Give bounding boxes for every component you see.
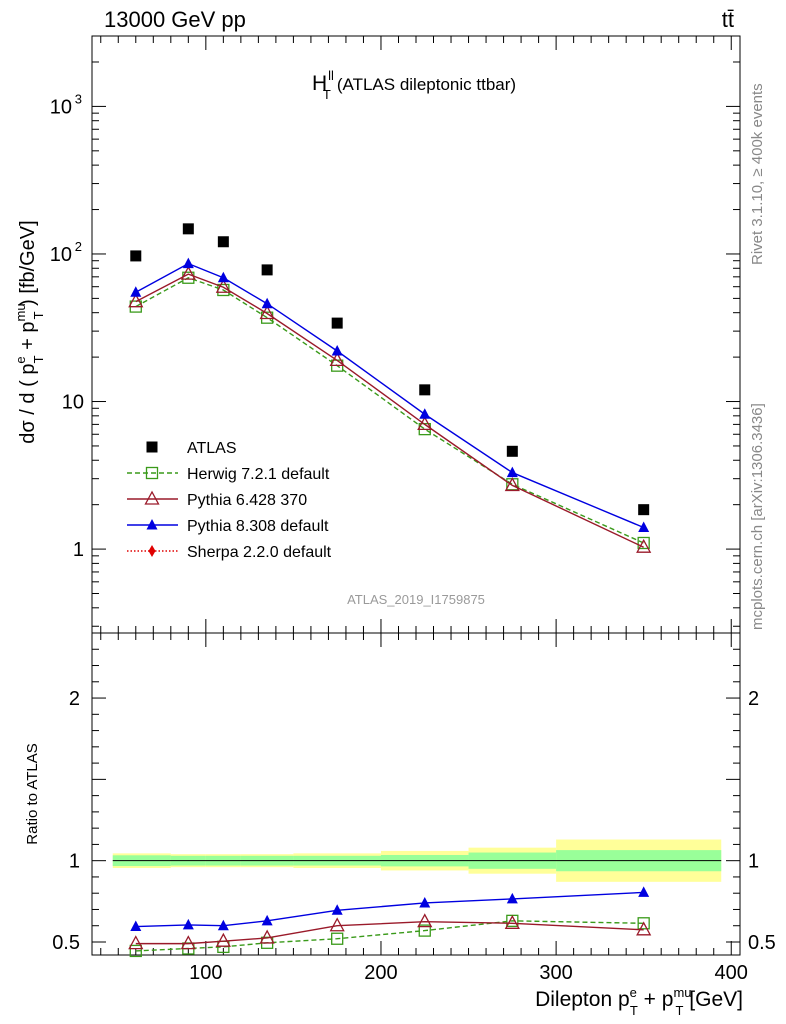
ratio-y-tick-label: 1 [69, 851, 80, 873]
x-tick-label: 400 [715, 962, 748, 984]
legend-label: ATLAS [187, 440, 237, 457]
x-axis-label: Dilepton pe T + pmu T [GeV] [535, 985, 743, 1018]
main-point-1 [637, 536, 650, 550]
main-y-tick-label: 1 [73, 539, 84, 561]
ratio-point-1 [329, 917, 345, 932]
main-y-tick-label: 10 [50, 96, 72, 118]
x-tick-label: 100 [189, 962, 222, 984]
ratio-point-1 [636, 921, 652, 936]
ratio-panel: 0.5 0.5 1 1 2 2 100 200 300 400 Ratio to ATLAS D… [24, 632, 776, 1018]
main-point-2 [128, 293, 144, 308]
main-point-2 [329, 352, 345, 367]
ratio-point-2 [419, 896, 431, 908]
main-series-layer [128, 223, 652, 553]
main-point-3 [261, 297, 273, 309]
main-point-0 [419, 384, 431, 396]
main-point-2 [504, 477, 520, 492]
x-tick-label: 300 [539, 962, 572, 984]
main-y-tick-label: 10 [50, 244, 72, 266]
ratio-uncertainty-bands [112, 839, 722, 882]
ratio-point-2 [130, 920, 142, 932]
ratio-point-1 [180, 935, 196, 950]
main-point-3 [217, 271, 229, 283]
analysis-watermark: ATLAS_2019_I1759875 [347, 592, 485, 607]
x-tick-labels: 100 200 300 400 [189, 962, 748, 984]
legend-marker [144, 490, 160, 505]
ratio-point-2 [506, 892, 518, 904]
legend-marker [146, 441, 158, 453]
ratio-y-tick-label-right: 1 [748, 851, 759, 873]
ratio-point-0 [418, 924, 431, 937]
ratio-point-2 [261, 914, 273, 926]
ratio-point-0 [331, 932, 344, 945]
main-point-3 [506, 466, 518, 478]
ratio-point-2 [182, 918, 194, 930]
ratio-point-2 [217, 919, 229, 931]
main-axis-ticks [92, 35, 740, 633]
main-point-2 [215, 278, 231, 293]
ratio-point-1 [504, 914, 520, 929]
main-series-line-2 [135, 273, 644, 548]
main-y-tick-label: 10 [62, 392, 84, 414]
main-point-0 [217, 236, 229, 248]
ratio-y-tick-labels: 0.5 0.5 1 1 2 2 [52, 688, 776, 954]
ratio-y-tick-label-right: 2 [748, 688, 759, 710]
main-point-3 [182, 257, 194, 269]
ratio-point-0 [637, 917, 650, 930]
legend-label: Pythia 6.428 370 [187, 492, 307, 509]
main-point-0 [182, 223, 194, 235]
ratio-point-1 [128, 935, 144, 950]
main-point-3 [638, 521, 650, 533]
ratio-y-axis-label: Ratio to ATLAS [24, 743, 41, 844]
legend-label: Sherpa 2.2.0 default [187, 544, 332, 561]
rivet-version-label: Rivet 3.1.10, ≥ 400k events [749, 83, 766, 265]
ratio-point-1 [259, 929, 275, 944]
ratio-series-layer [128, 886, 652, 958]
main-point-2 [417, 416, 433, 431]
legend: ATLAS Herwig 7.2.1 default Pythia 6.428 37… [127, 440, 332, 561]
ratio-y-tick-label: 2 [69, 688, 80, 710]
main-point-2 [180, 265, 196, 280]
mcplots-reference-label: mcplots.cern.ch [arXiv:1306.3436] [749, 403, 766, 630]
legend-label: Pythia 8.308 default [187, 518, 329, 535]
header-process: 13000 GeV pp [104, 7, 246, 32]
ratio-y-tick-label: 0.5 [52, 932, 80, 954]
ratio-point-2 [331, 904, 343, 915]
main-point-0 [261, 264, 273, 276]
main-y-axis-label: dσ / d ( pe T + pmu T ) [fb/GeV] [13, 220, 46, 443]
main-point-0 [506, 445, 518, 457]
main-point-2 [259, 305, 275, 320]
main-point-0 [638, 504, 650, 516]
legend-marker [146, 519, 158, 530]
main-point-3 [130, 286, 142, 297]
main-point-0 [130, 250, 142, 262]
legend-marker [145, 466, 159, 480]
main-point-3 [419, 408, 431, 419]
main-series-line-3 [135, 262, 644, 529]
ratio-series-line-1 [135, 920, 644, 945]
ratio-frame [91, 632, 741, 956]
main-y-tick-exponent: 2 [75, 239, 82, 254]
ratio-axis-ticks [92, 633, 740, 955]
main-title: Hll T(ATLAS dileptonic ttbar) [312, 68, 516, 102]
header-final-state: tt̄ [722, 7, 734, 32]
ratio-point-0 [129, 944, 142, 958]
main-point-3 [331, 345, 343, 356]
ratio-point-2 [638, 886, 650, 897]
ratio-point-1 [215, 932, 231, 947]
legend-marker [148, 545, 156, 557]
ratio-point-1 [417, 913, 433, 928]
main-point-2 [636, 538, 652, 553]
main-y-tick-exponent: 3 [75, 91, 82, 106]
ratio-series-line-2 [135, 891, 644, 928]
x-tick-label: 200 [364, 962, 397, 984]
main-point-0 [331, 317, 343, 329]
legend-label: Herwig 7.2.1 default [187, 466, 330, 483]
ratio-y-tick-label-right: 0.5 [748, 932, 776, 954]
